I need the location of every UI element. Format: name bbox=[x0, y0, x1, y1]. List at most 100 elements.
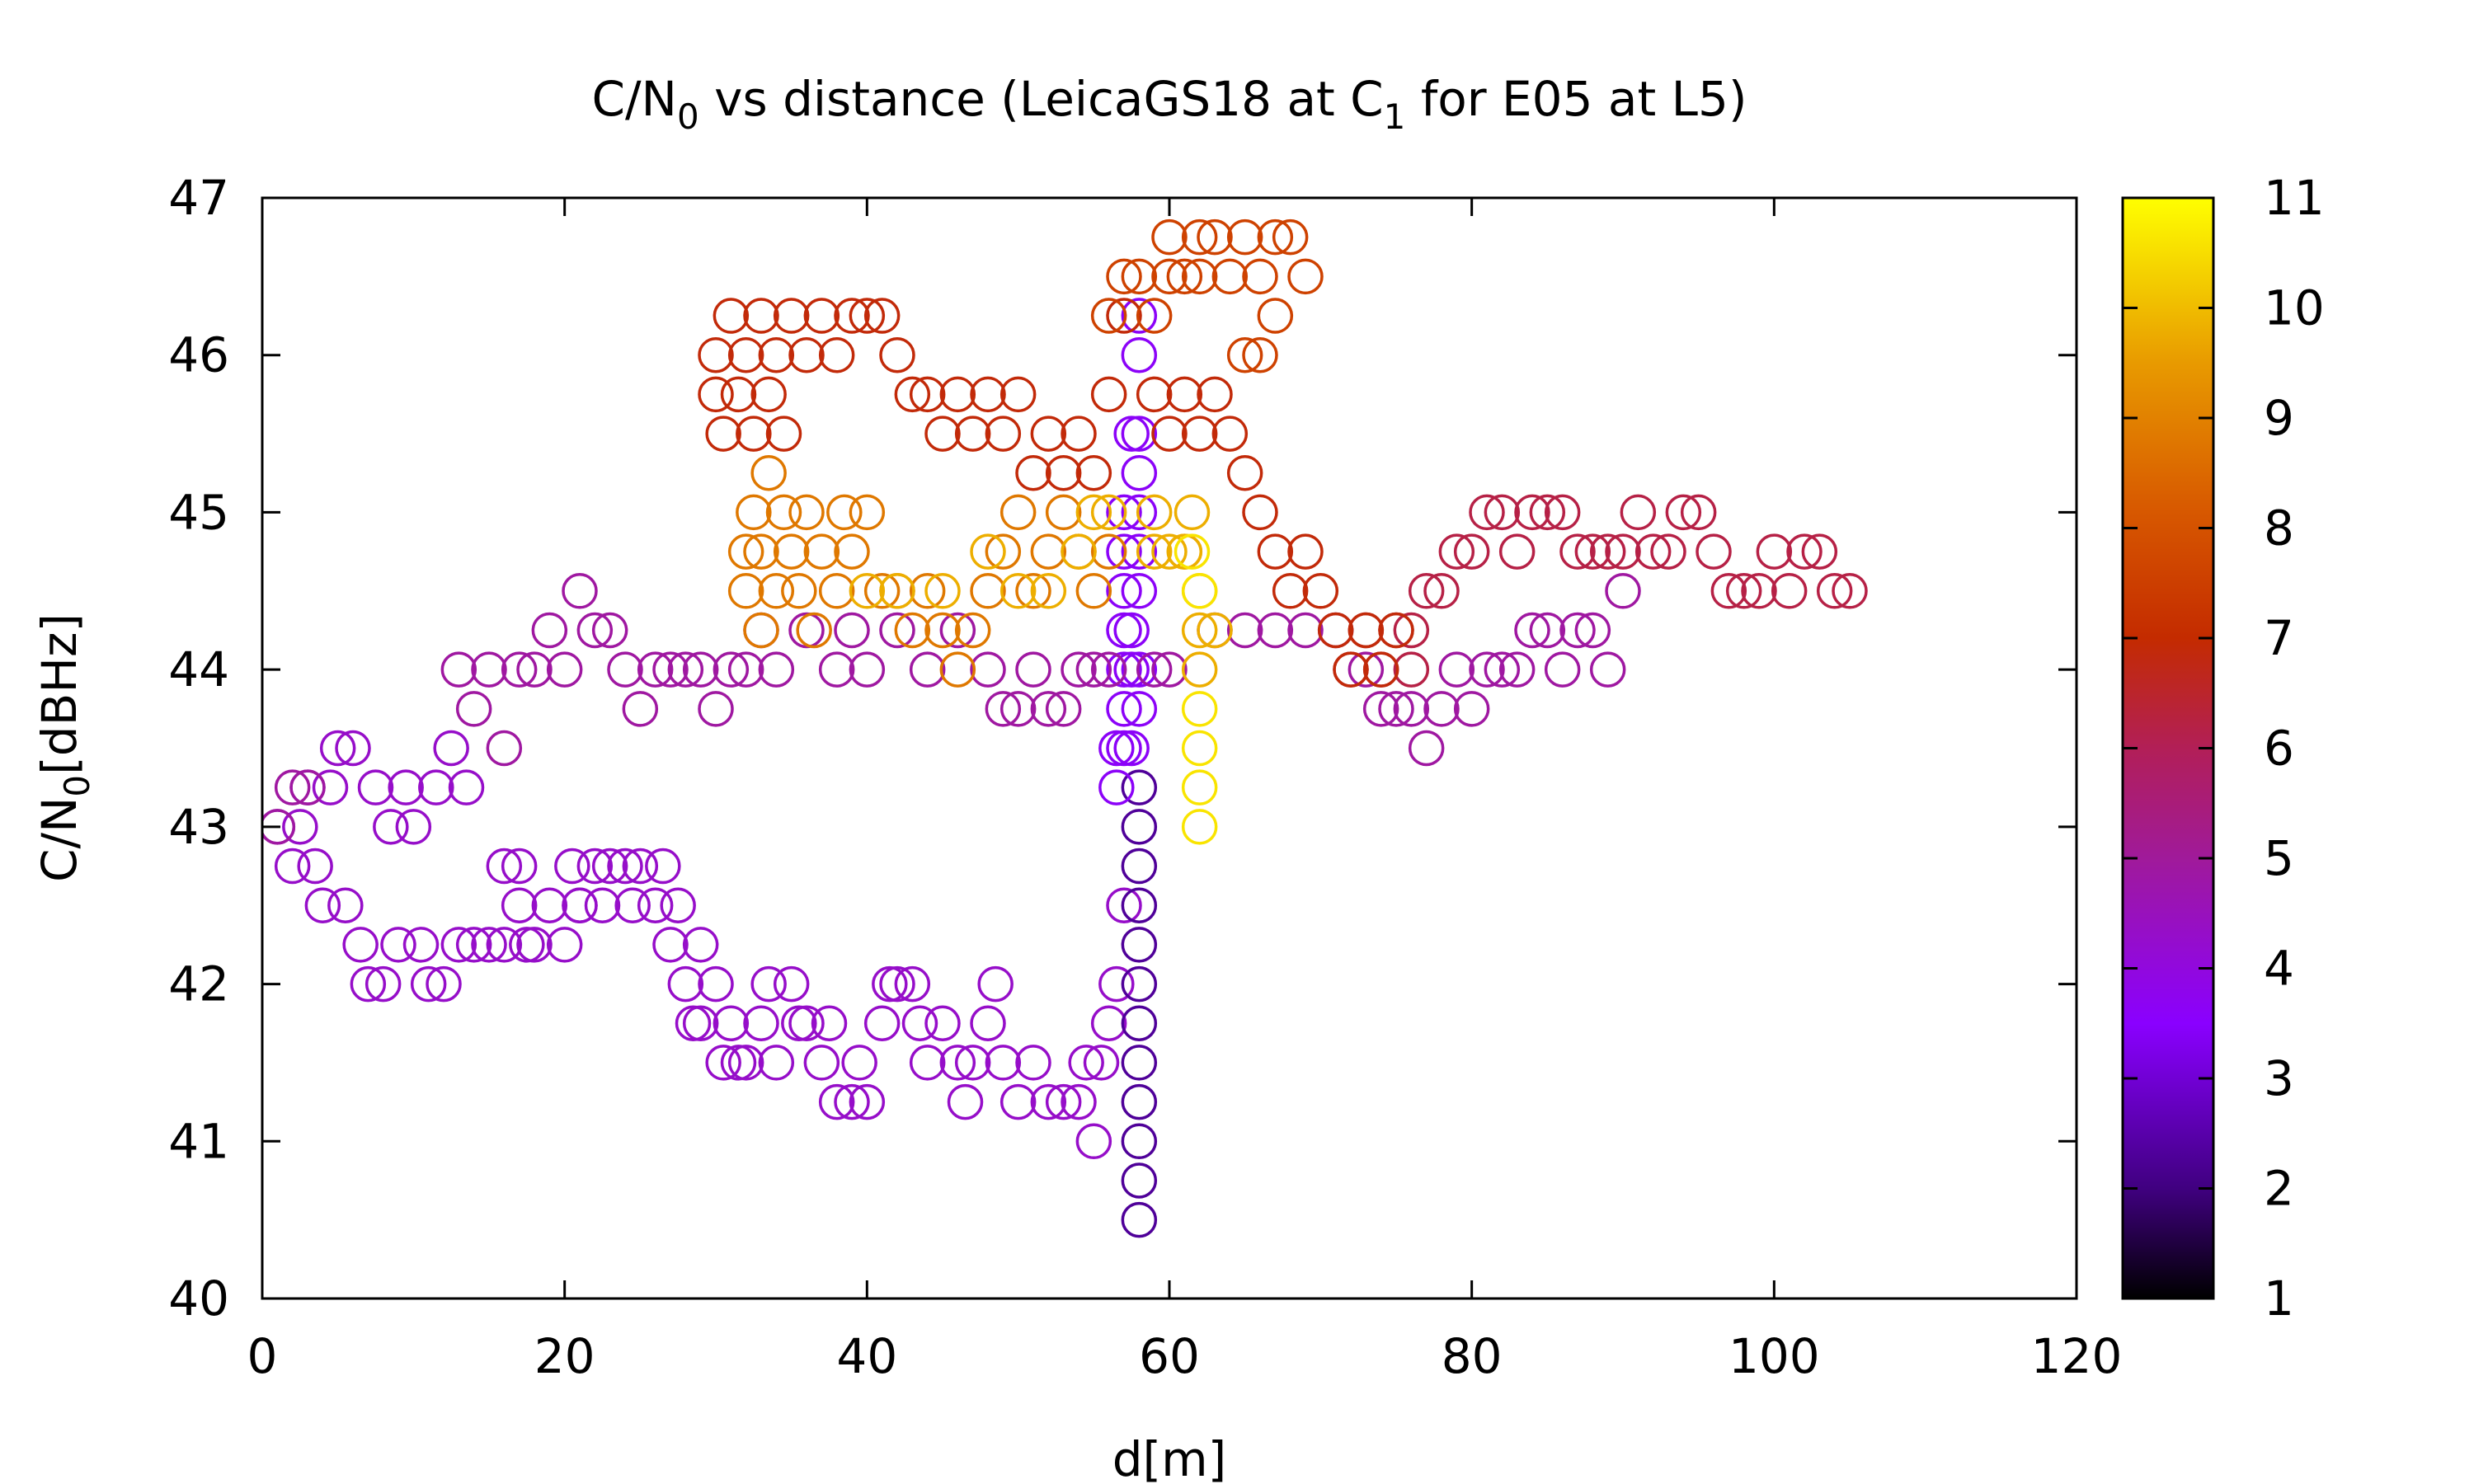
data-point bbox=[652, 927, 689, 963]
data-point bbox=[433, 730, 469, 767]
data-point bbox=[373, 809, 409, 845]
data-point bbox=[1393, 651, 1430, 688]
data-point bbox=[531, 887, 568, 923]
data-point bbox=[395, 809, 432, 845]
data-point bbox=[1030, 691, 1067, 727]
data-point bbox=[1121, 336, 1158, 373]
data-point bbox=[727, 573, 764, 609]
data-point bbox=[1106, 258, 1142, 295]
data-point bbox=[486, 730, 523, 767]
data-point bbox=[1113, 651, 1150, 688]
data-point bbox=[562, 887, 598, 923]
data-point bbox=[1605, 533, 1641, 570]
data-point bbox=[1121, 809, 1158, 845]
data-point bbox=[939, 1045, 976, 1081]
data-point bbox=[426, 965, 462, 1003]
data-point bbox=[705, 1045, 741, 1081]
data-point bbox=[1061, 1083, 1097, 1120]
chart-title: C/N0 vs distance (LeicaGS18 at C1 for E0… bbox=[592, 71, 1747, 137]
data-point bbox=[1181, 730, 1218, 767]
data-point bbox=[727, 336, 764, 373]
data-point bbox=[849, 298, 886, 334]
data-point bbox=[554, 848, 590, 885]
data-point bbox=[863, 298, 901, 334]
data-point bbox=[1816, 573, 1853, 609]
data-point bbox=[1484, 494, 1521, 531]
data-point bbox=[1544, 494, 1581, 531]
data-point bbox=[879, 336, 915, 373]
data-point bbox=[826, 494, 863, 531]
data-point bbox=[1030, 1083, 1067, 1120]
data-point bbox=[1696, 533, 1732, 570]
data-point bbox=[1181, 769, 1218, 805]
data-point bbox=[705, 416, 741, 452]
data-point bbox=[1015, 573, 1051, 609]
data-point bbox=[418, 769, 454, 805]
data-point bbox=[1151, 416, 1188, 452]
data-point bbox=[1181, 218, 1218, 256]
data-point bbox=[1589, 533, 1626, 570]
data-point bbox=[781, 573, 817, 609]
data-point bbox=[584, 887, 621, 923]
data-point bbox=[607, 651, 643, 688]
x-tick-label: 20 bbox=[534, 1328, 595, 1384]
data-point bbox=[849, 1083, 886, 1120]
data-point bbox=[440, 651, 477, 688]
data-point bbox=[1710, 573, 1747, 609]
data-point bbox=[909, 573, 946, 609]
data-point bbox=[1030, 533, 1067, 570]
data-point bbox=[947, 1083, 984, 1120]
data-point bbox=[758, 651, 795, 688]
data-point bbox=[811, 1005, 848, 1041]
data-point bbox=[1151, 651, 1188, 688]
colorbar-tick-label: 7 bbox=[2264, 610, 2294, 666]
data-point bbox=[501, 651, 538, 688]
y-tick-label: 40 bbox=[168, 1270, 229, 1327]
data-point bbox=[546, 651, 583, 688]
data-point bbox=[1106, 651, 1142, 688]
data-point bbox=[1620, 494, 1657, 531]
data-point bbox=[667, 651, 704, 688]
data-point bbox=[894, 376, 931, 413]
data-point bbox=[788, 336, 825, 373]
data-point bbox=[1121, 651, 1158, 688]
data-point bbox=[682, 927, 719, 963]
data-point bbox=[1226, 455, 1263, 491]
data-point bbox=[1106, 494, 1142, 531]
data-point bbox=[1242, 336, 1278, 373]
data-point bbox=[985, 533, 1022, 570]
data-point bbox=[999, 376, 1037, 413]
data-point bbox=[1061, 416, 1097, 452]
data-point bbox=[1257, 218, 1294, 256]
data-point bbox=[448, 769, 485, 805]
data-point bbox=[607, 848, 643, 885]
data-point bbox=[736, 494, 772, 531]
data-point bbox=[312, 769, 349, 805]
data-point bbox=[758, 1045, 795, 1081]
data-point bbox=[1113, 730, 1150, 767]
data-point bbox=[402, 927, 440, 963]
data-point bbox=[327, 887, 364, 923]
data-point bbox=[1136, 298, 1173, 334]
x-axis: 0 20 40 60 80 100 120 bbox=[247, 198, 2122, 1384]
data-point bbox=[1151, 218, 1188, 256]
data-point bbox=[1106, 612, 1142, 649]
data-point bbox=[682, 651, 719, 688]
data-point bbox=[909, 651, 946, 688]
data-point bbox=[1378, 612, 1414, 649]
data-point bbox=[713, 298, 750, 334]
data-point bbox=[274, 848, 311, 885]
data-point bbox=[1075, 651, 1112, 688]
data-point bbox=[1015, 651, 1051, 688]
data-point bbox=[1514, 612, 1550, 649]
data-point bbox=[1106, 573, 1142, 609]
data-point bbox=[818, 573, 855, 609]
data-point bbox=[516, 927, 553, 963]
data-point bbox=[727, 533, 764, 570]
data-point bbox=[1106, 298, 1142, 334]
data-point bbox=[924, 573, 961, 609]
data-point bbox=[803, 1045, 840, 1081]
data-point bbox=[591, 848, 628, 885]
data-point bbox=[1030, 573, 1067, 609]
data-point bbox=[970, 533, 1006, 570]
